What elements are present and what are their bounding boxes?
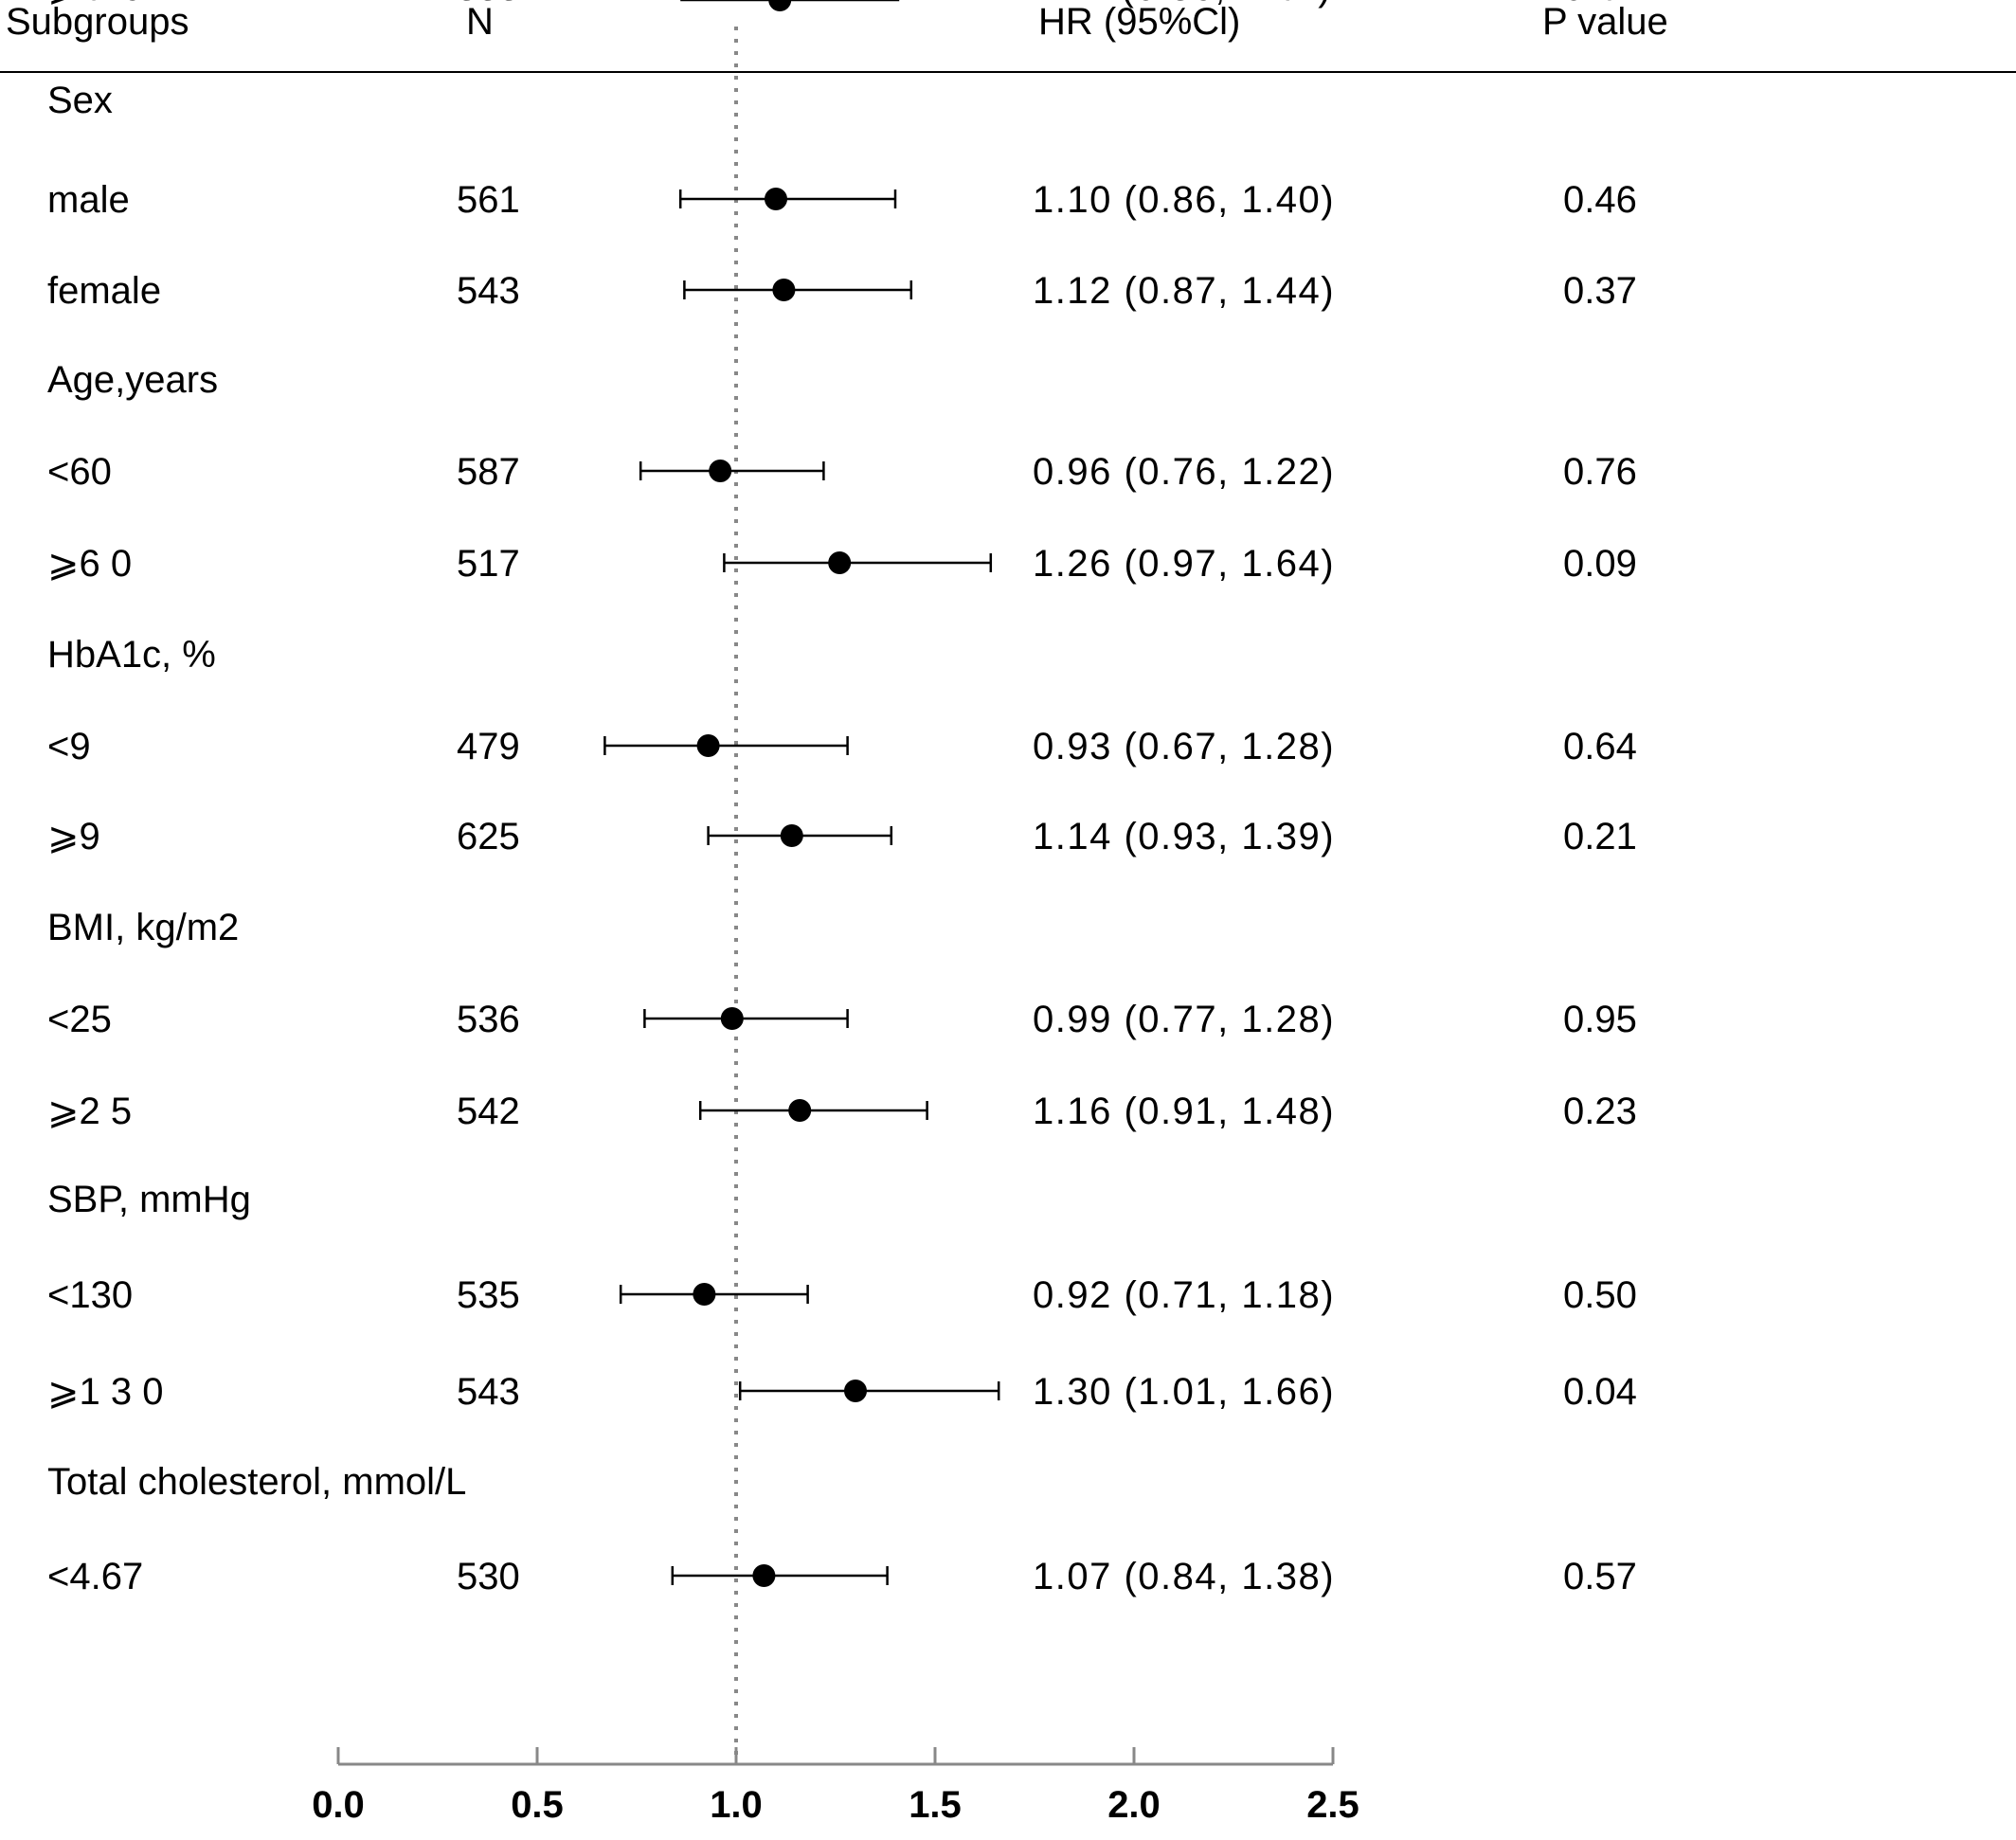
n-header: N [466,1,494,43]
n-value: 543 [457,1371,520,1413]
subgroup-label: <4.67 [47,1556,143,1597]
hr-ci-text: 1.16 (0.91, 1.48) [1033,1091,1335,1132]
p-value: 0.37 [1563,270,1637,312]
group-label: SBP, mmHg [47,1179,251,1220]
subgroup-row: ⩾1 3 0 543 1.30 (1.01, 1.66) 0.04 [47,1371,1637,1413]
subgroup-row: ⩾6 0 517 1.26 (0.97, 1.64) 0.09 [47,543,1637,585]
p-value: 0.04 [1563,1371,1637,1413]
n-value: 479 [457,726,520,767]
hr-point [696,734,720,757]
hr-ci-text: 1.07 (0.84, 1.38) [1033,1556,1335,1597]
hr-point [709,460,732,482]
n-value: 535 [457,1274,520,1316]
hr-ci-text: 1.14 (0.93, 1.39) [1033,816,1335,857]
header-row: Subgroups N HR (95%Cl) P value [0,1,2016,73]
x-tick-label: 1.0 [710,1784,763,1826]
hr-ci-text: 0.99 (0.77, 1.28) [1033,999,1335,1040]
subgroup-label: ⩾6 0 [47,543,132,585]
subgroup-label: female [47,270,161,312]
p-value: 0.57 [1563,1556,1637,1597]
subgroup-row: <60 587 0.96 (0.76, 1.22) 0.76 [47,451,1637,493]
hr-ci-text: 1.11 (0.86, 1.41) [1033,0,1332,9]
subgroup-row: ⩾2 5 542 1.16 (0.91, 1.48) 0.23 [47,1091,1637,1132]
x-tick-label: 0.0 [312,1784,365,1826]
hr-point [772,279,796,301]
hr-point [765,188,787,210]
subgroup-label: <130 [47,1274,133,1316]
hr-point [752,1564,776,1587]
x-tick-label: 1.5 [909,1784,962,1826]
group-row: Total cholesterol, mmol/L [47,1461,466,1503]
group-label: Total cholesterol, mmol/L [47,1461,466,1503]
subgroup-row: ⩾4 .6 7 555 1.11 (0.86, 1.41) 0.42 [47,0,1637,11]
p-value: 0.95 [1563,999,1637,1040]
hr-ci-text: 1.10 (0.86, 1.40) [1033,179,1335,221]
p-value: 0.09 [1563,543,1637,585]
p-header: P value [1542,1,1668,43]
n-value: 517 [457,543,520,585]
hr-point [788,1099,812,1122]
p-value: 0.42 [1563,0,1637,9]
n-value: 543 [457,270,520,312]
n-value: 536 [457,999,520,1040]
hr-point [844,1380,867,1402]
subgroups-header: Subgroups [6,1,189,43]
subgroup-label: ⩾2 5 [47,1091,132,1132]
p-value: 0.50 [1563,1274,1637,1316]
x-axis: 0.0 0.5 1.0 1.5 2.0 2.5 [312,1747,1359,1826]
n-value: 530 [457,1556,520,1597]
hr-ci-text: 0.96 (0.76, 1.22) [1033,451,1335,493]
group-label: Sex [47,80,113,121]
n-value: 542 [457,1091,520,1132]
group-label: Age,years [47,359,218,401]
hr-point [720,1007,744,1030]
subgroup-row: female 543 1.12 (0.87, 1.44) 0.37 [47,270,1637,312]
hr-ci-text: 0.92 (0.71, 1.18) [1033,1274,1335,1316]
hr-point [780,824,803,847]
n-value: 587 [457,451,520,493]
group-row: HbA1c, % [47,634,216,676]
subgroup-label: <9 [47,726,91,767]
group-row: BMI, kg/m2 [47,907,239,948]
p-value: 0.64 [1563,726,1637,767]
hr-point [693,1283,716,1306]
subgroup-label: ⩾4 .6 7 [47,0,174,9]
subgroup-label: ⩾9 [47,816,100,857]
group-row: Sex [47,80,113,121]
hr-point [768,0,792,11]
n-value: 555 [457,0,520,9]
group-row: SBP, mmHg [47,1179,251,1220]
p-value: 0.23 [1563,1091,1637,1132]
n-value: 561 [457,179,520,221]
hr-ci-text: 1.26 (0.97, 1.64) [1033,543,1335,585]
p-value: 0.46 [1563,179,1637,221]
subgroup-row: <4.67 530 1.07 (0.84, 1.38) 0.57 [47,1556,1637,1597]
p-value: 0.21 [1563,816,1637,857]
x-tick-label: 0.5 [511,1784,564,1826]
group-label: BMI, kg/m2 [47,907,239,948]
hr-point [828,551,852,574]
subgroup-row: <130 535 0.92 (0.71, 1.18) 0.50 [47,1274,1637,1316]
subgroup-row: ⩾9 625 1.14 (0.93, 1.39) 0.21 [47,816,1637,857]
n-value: 625 [457,816,520,857]
p-value: 0.76 [1563,451,1637,493]
hr-ci-text: 0.93 (0.67, 1.28) [1033,726,1335,767]
hr-ci-text: 1.12 (0.87, 1.44) [1033,270,1335,312]
hr-ci-text: 1.30 (1.01, 1.66) [1033,1371,1335,1413]
x-tick-label: 2.0 [1107,1784,1161,1826]
subgroup-label: <25 [47,999,112,1040]
subgroup-label: male [47,179,130,221]
hr-header: HR (95%Cl) [1038,1,1240,43]
x-tick-label: 2.5 [1306,1784,1359,1826]
subgroup-label: <60 [47,451,112,493]
group-row: Age,years [47,359,218,401]
group-label: HbA1c, % [47,634,216,676]
subgroup-label: ⩾1 3 0 [47,1371,163,1413]
subgroup-row: <25 536 0.99 (0.77, 1.28) 0.95 [47,999,1637,1040]
subgroup-row: <9 479 0.93 (0.67, 1.28) 0.64 [47,726,1637,767]
rows-layer: Sex male 561 1.10 (0.86, 1.40) 0.46 female 543… [47,0,1637,1597]
subgroup-row: male 561 1.10 (0.86, 1.40) 0.46 [47,179,1637,221]
